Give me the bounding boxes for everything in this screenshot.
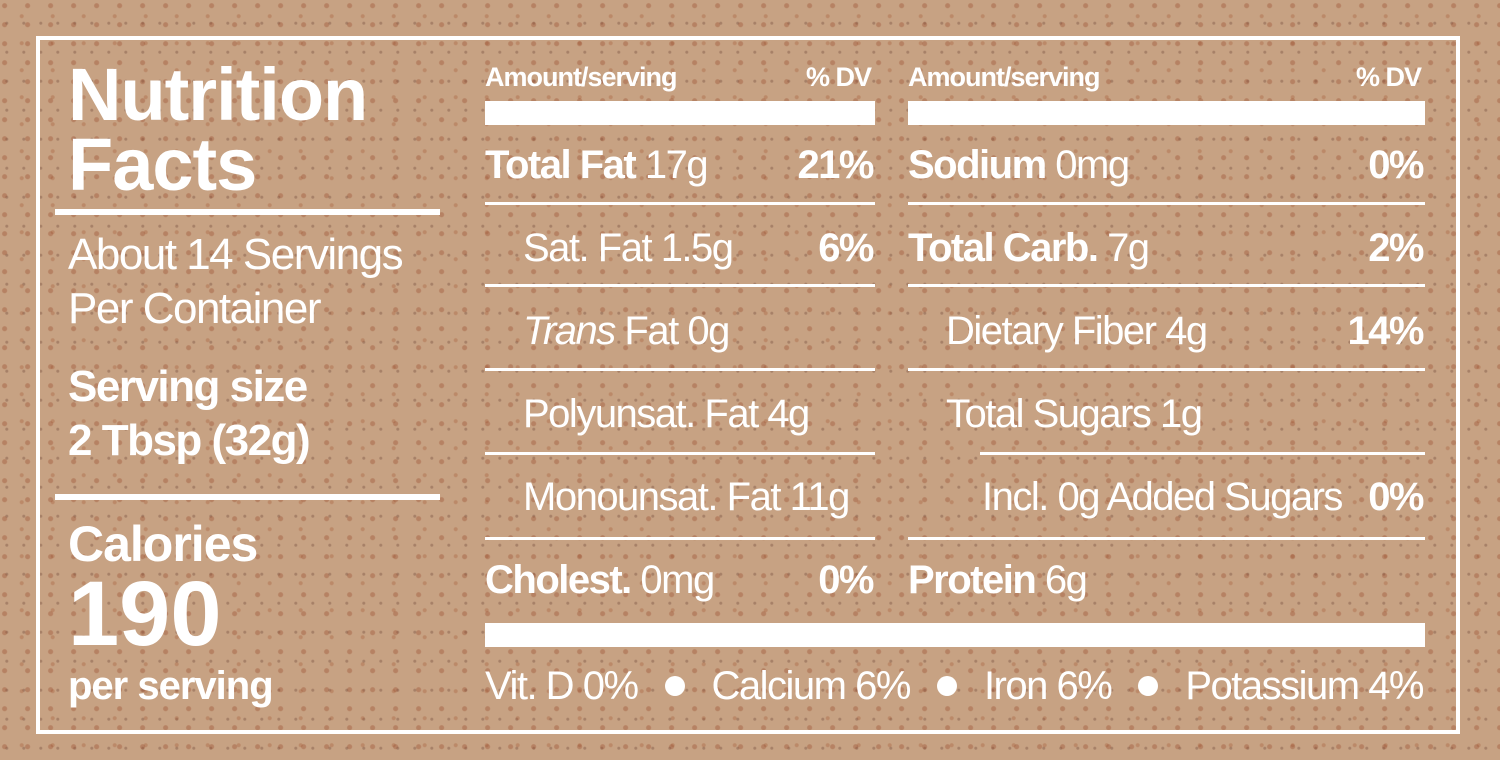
row-name: Dietary Fiber — [946, 309, 1157, 353]
rule — [55, 494, 440, 500]
row-amount: 1.5g — [660, 226, 734, 270]
rule — [908, 284, 1425, 287]
dv-header: % DV — [1355, 62, 1422, 92]
row-name: Sat. Fat — [523, 226, 653, 270]
row-amount: 1g — [1159, 392, 1203, 436]
row-name: Monounsat. Fat — [523, 475, 781, 519]
rule — [485, 101, 875, 125]
vitamins: Vit. D 0% Calcium 6% Iron 6% Potassium 4% — [485, 664, 1424, 708]
row-dv: 21% — [797, 143, 874, 187]
bullet — [1138, 676, 1159, 696]
row-label: Total Carb. 7g — [908, 226, 1150, 270]
vitamin-name: Calcium — [711, 664, 847, 708]
row-amount: 6g — [1044, 558, 1088, 602]
row-name: Sodium — [908, 143, 1047, 187]
row-name: Polyunsat. Fat — [523, 392, 759, 436]
row-emphasis: Trans — [523, 309, 616, 353]
row-dv: 2% — [1368, 226, 1424, 270]
row-name: Incl. 0g Added Sugars — [982, 475, 1343, 519]
row-amount: 7g — [1107, 226, 1150, 270]
row-amount: 11g — [789, 475, 851, 519]
bullet — [664, 676, 685, 696]
row-label: Total Sugars 1g — [946, 392, 1203, 436]
row-name: Cholest. — [485, 558, 632, 602]
row-name: Total Fat — [485, 143, 637, 187]
servings: About 14 Servings Per Container — [68, 230, 404, 333]
column-header: Amount/serving — [485, 62, 678, 92]
row-name: Total Sugars — [946, 392, 1152, 436]
vitamin-name: Iron — [983, 664, 1048, 708]
vitamin: Vit. D 0% — [485, 664, 639, 708]
row-label: Trans Fat 0g — [523, 309, 730, 353]
vitamin-name: Potassium — [1185, 664, 1360, 708]
dv-header: % DV — [805, 62, 872, 92]
row-amount: 4g — [1165, 309, 1208, 353]
rule — [908, 202, 1425, 205]
calories-unit: per serving — [68, 664, 274, 708]
row-name: Total Carb. — [908, 226, 1099, 270]
row-label: Protein 6g — [908, 558, 1088, 602]
row-dv: 0% — [1368, 143, 1424, 187]
rule — [485, 623, 1425, 647]
serving-size-value: 2 Tbsp (32g) — [68, 416, 311, 465]
row-label: Total Fat 17g — [485, 143, 709, 187]
vitamin-dv: 6% — [855, 664, 911, 708]
row-dv: 14% — [1347, 309, 1424, 353]
bullet — [936, 676, 957, 696]
rule — [485, 284, 875, 287]
row-amount: 0mg — [640, 558, 715, 602]
row-label: Cholest. 0mg — [485, 558, 715, 602]
row-label: Incl. 0g Added Sugars — [982, 475, 1343, 519]
title: Nutrition Facts — [68, 53, 368, 206]
vitamin: Calcium 6% — [711, 664, 912, 708]
row-dv: 0% — [818, 558, 874, 602]
rule — [485, 202, 875, 205]
row-amount: 0g — [687, 309, 730, 353]
rule — [908, 368, 1425, 371]
row-label: Sat. Fat 1.5g — [523, 226, 734, 270]
calories-label: Calories — [68, 516, 258, 572]
row-name: Protein — [908, 558, 1037, 602]
row-label: Polyunsat. Fat 4g — [523, 392, 810, 436]
row-amount: 0mg — [1055, 143, 1130, 187]
rule — [485, 537, 875, 540]
calories-value: 190 — [68, 563, 222, 665]
row-dv: 6% — [818, 226, 874, 270]
row-amount: 4g — [767, 392, 810, 436]
rule — [908, 101, 1425, 125]
row-label: Monounsat. Fat 11g — [523, 475, 851, 519]
frame — [36, 36, 1460, 734]
vitamin-name: Vit. D — [485, 664, 575, 708]
vitamin: Iron 6% — [983, 664, 1113, 708]
column-header: Amount/serving — [908, 62, 1101, 92]
rule — [485, 368, 875, 371]
row-amount: 17g — [644, 143, 709, 187]
row-label: Dietary Fiber 4g — [946, 309, 1208, 353]
vitamin-dv: 0% — [582, 664, 639, 708]
row-dv: 0% — [1368, 475, 1424, 519]
vitamin: Potassium 4% — [1185, 664, 1424, 708]
serving-size-label: Serving size — [68, 362, 308, 411]
rule — [980, 452, 1425, 455]
rule — [908, 537, 1425, 540]
row-label: Sodium 0mg — [908, 143, 1130, 187]
vitamin-dv: 6% — [1056, 664, 1113, 708]
rule — [485, 452, 875, 455]
rule — [55, 209, 440, 215]
row-name: Fat — [624, 309, 679, 353]
vitamin-dv: 4% — [1368, 664, 1424, 708]
